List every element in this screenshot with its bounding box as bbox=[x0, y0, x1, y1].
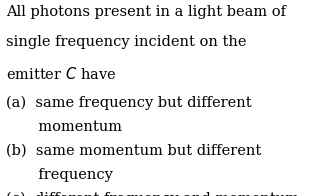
Text: (a)  same frequency but different: (a) same frequency but different bbox=[6, 96, 251, 110]
Text: momentum: momentum bbox=[6, 120, 122, 133]
Text: emitter $C$ have: emitter $C$ have bbox=[6, 66, 116, 82]
Text: single frequency incident on the: single frequency incident on the bbox=[6, 35, 246, 49]
Text: frequency: frequency bbox=[6, 168, 113, 181]
Text: (b)  same momentum but different: (b) same momentum but different bbox=[6, 144, 261, 158]
Text: (c)  different frequency and momentum: (c) different frequency and momentum bbox=[6, 192, 299, 196]
Text: All photons present in a light beam of: All photons present in a light beam of bbox=[6, 5, 286, 19]
